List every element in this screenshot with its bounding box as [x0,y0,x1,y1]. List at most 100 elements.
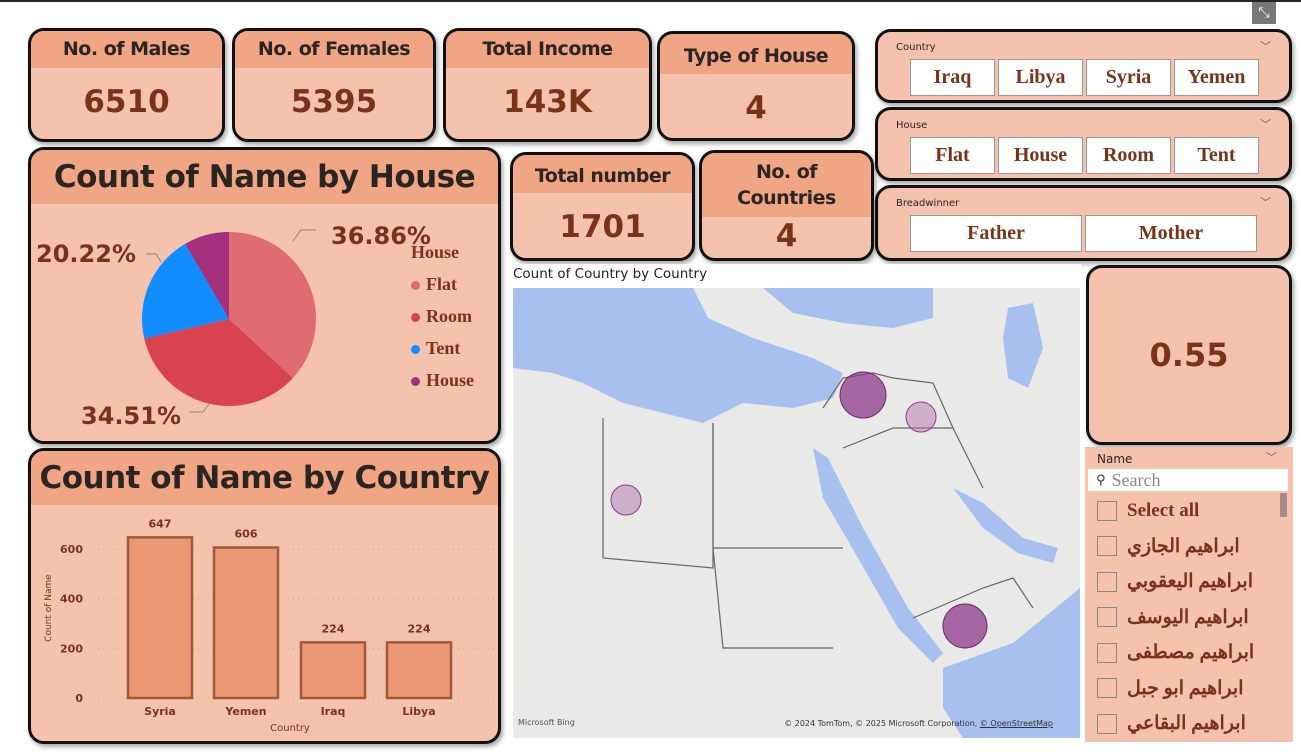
item-label: Select all [1127,499,1200,521]
leader-line [146,253,162,263]
x-tick-label: Yemen [224,705,266,718]
map-visual[interactable]: Count of Country by Country Microsoft Bi… [508,264,1081,742]
house-slicer: House ﹀ Flat House Room Tent [875,107,1292,181]
data-label: 20.22% [36,240,136,268]
bubble-yemen [942,603,988,649]
name-list-item[interactable]: ابراهيم مصطفى [1085,635,1293,671]
name-list-item[interactable]: ابراهيم البقاعي [1085,706,1293,742]
slicer-option-father[interactable]: Father [910,215,1082,252]
slicer-option-mother[interactable]: Mother [1085,215,1257,252]
pie-slice-house[interactable] [185,232,229,319]
x-axis-title: Country [270,723,310,734]
checkbox[interactable] [1097,571,1117,592]
checkbox[interactable] [1097,607,1117,628]
pie-slice-flat[interactable] [229,232,316,378]
name-list-item[interactable]: ابراهيم الجازي [1085,529,1293,565]
slicer-option-iraq[interactable]: Iraq [910,59,995,96]
ratio-card: 0.55 [1086,265,1292,445]
map-canvas[interactable] [513,288,1080,738]
data-label: 647 [149,517,172,530]
name-list-item[interactable]: ابراهيم ابو جبل [1085,671,1293,707]
bubble-libya [610,484,642,516]
name-list-item[interactable]: Select all [1085,493,1293,529]
card-title: No. of Females [235,31,433,68]
legend-dot-icon [411,313,420,322]
scrollbar[interactable] [1280,493,1287,517]
legend-item[interactable]: Flat [411,274,474,306]
pie-slice-tent[interactable] [142,243,229,339]
leader-line [189,403,210,413]
checkbox[interactable] [1097,713,1117,734]
checkbox[interactable] [1097,536,1117,557]
map-title: Count of Country by Country [513,266,708,282]
card-title: Total number [513,155,692,193]
slicer-label: Name [1097,452,1133,466]
slicer-option-yemen[interactable]: Yemen [1174,59,1259,96]
black-sea [763,288,933,328]
data-label: 606 [235,528,258,541]
name-list-item[interactable]: ابراهيم اليوسف [1085,600,1293,636]
data-label: 36.86% [331,222,431,250]
bar-syria[interactable] [126,536,194,700]
chart-title: Count of Name by Country [31,451,498,505]
card-value: 4 [775,218,798,254]
breadwinner-slicer: Breadwinner ﹀ Father Mother [875,185,1292,261]
chevron-down-icon[interactable]: ﹀ [1260,118,1271,131]
chevron-down-icon[interactable]: ﹀ [1266,451,1277,464]
legend-dot-icon [411,281,420,290]
slicer-option-syria[interactable]: Syria [1086,59,1171,96]
leader-line [292,229,316,242]
search-input[interactable]: Search [1111,469,1161,490]
slicer-option-tent[interactable]: Tent [1174,137,1259,174]
chevron-down-icon[interactable]: ﹀ [1260,196,1271,209]
checkbox[interactable] [1097,678,1117,699]
card-value: 1701 [559,209,646,245]
legend-label: House [426,370,475,390]
legend-item[interactable]: House [411,370,474,402]
item-label: ابراهيم الجازي [1127,535,1240,557]
legend-label: Room [426,306,472,326]
y-axis-title: Count of Name [44,574,54,642]
bar-chart: 0 200 400 600 647 Syria 606 Yemen 224 Iraq 224 Liby… [44,517,498,734]
legend-label: Flat [426,274,457,294]
card-value: 4 [745,90,767,126]
y-tick-label: 0 [75,692,83,705]
data-label: 224 [322,622,345,635]
pie-slice-room[interactable] [144,319,293,406]
focus-mode-button[interactable]: ⤡ [1252,2,1276,24]
name-list-item[interactable]: ابراهيم اليعقوبي [1085,564,1293,600]
legend-dot-icon [411,377,420,386]
slicer-option-house[interactable]: House [998,137,1083,174]
slicer-label: House [896,120,928,131]
item-label: ابراهيم مصطفى [1127,642,1255,664]
item-label: ابراهيم اليوسف [1127,606,1249,628]
chevron-down-icon[interactable]: ﹀ [1260,40,1271,53]
item-label: ابراهيم البقاعي [1127,713,1246,735]
checkbox[interactable] [1097,642,1117,663]
country-bar-card: Count of Name by Country 0 200 400 600 647 Sy… [28,448,501,744]
osm-link[interactable]: © OpenStreetMap [979,719,1053,728]
legend-item[interactable]: Tent [411,338,474,370]
bar-iraq[interactable] [299,641,367,700]
countries-card: No. of Countries 4 [699,150,874,261]
y-tick-label: 200 [60,642,83,655]
search-box[interactable]: ⚲ Search [1088,469,1288,491]
bar-yemen[interactable] [212,546,280,700]
slicer-option-libya[interactable]: Libya [998,59,1083,96]
legend-label: Tent [426,338,461,358]
chart-title: Count of Name by House [31,150,498,204]
females-card: No. of Females 5395 [232,28,436,142]
bubble-iraq [905,401,937,433]
house-pie-card: Count of Name by House 36.86% 34.51% 20.22… [28,147,501,444]
red-sea [813,448,943,663]
map-attribution: © 2024 TomTom, © 2025 Microsoft Corporat… [784,719,1053,728]
card-value: 5395 [290,84,378,120]
legend-item[interactable]: Room [411,306,474,338]
slicer-option-room[interactable]: Room [1086,137,1171,174]
slicer-label: Breadwinner [896,198,960,209]
bar-libya[interactable] [385,641,453,700]
checkbox[interactable] [1097,500,1117,521]
slicer-option-flat[interactable]: Flat [910,137,995,174]
males-card: No. of Males 6510 [28,28,225,142]
card-title: No. of Countries [702,153,871,217]
